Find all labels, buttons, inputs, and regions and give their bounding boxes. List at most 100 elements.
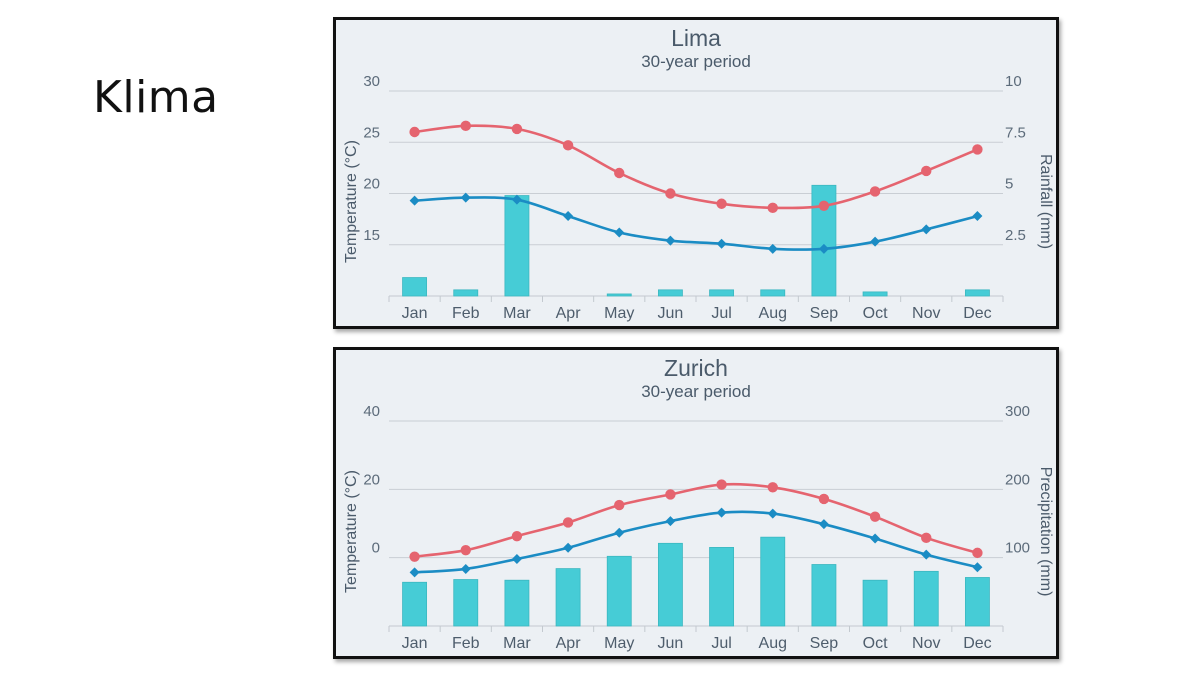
zurich-rainfall-bar [657, 542, 683, 627]
zurich-month-label: Apr [556, 635, 582, 652]
lima-rainfall-bar [606, 293, 632, 297]
zurich-rainfall-bar [555, 568, 581, 627]
zurich-high-temp-line [414, 482, 978, 558]
zurich-low-temp-line [414, 510, 978, 574]
zurich-rainfall-bar [453, 579, 479, 627]
lima-chart-subtitle: 30-year period [641, 52, 751, 71]
lima-high-temp-point [767, 202, 778, 214]
zurich-right-tick-label: 100 [1005, 540, 1030, 557]
zurich-rainfall-bar [913, 570, 939, 627]
lima-month-label: Jun [658, 305, 684, 322]
lima-high-temp-point [409, 126, 420, 138]
lima-low-temp-point [767, 243, 778, 254]
lima-high-temp-point [716, 198, 727, 209]
zurich-chart-title: Zurich [664, 355, 728, 381]
zurich-rainfall-bar [606, 555, 632, 627]
zurich-high-temp-point [972, 547, 983, 559]
zurich-high-temp-point [869, 511, 881, 522]
lima-month-label: Dec [963, 305, 991, 322]
lima-low-temp-point [972, 211, 983, 222]
lima-high-temp-line [414, 124, 978, 210]
lima-low-temp-point [716, 238, 727, 249]
zurich-low-temp-point [511, 554, 522, 565]
lima-rainfall-bar [862, 291, 888, 297]
lima-climate-chart: Lima 30-year period 15 20 25 30 2.5 5 7.5 10 Jan Fe… [333, 17, 1059, 329]
zurich-chart-subtitle: 30-year period [641, 382, 751, 401]
lima-month-label: Jul [711, 305, 731, 322]
zurich-month-label: Jul [711, 635, 731, 652]
zurich-low-temp-point [716, 507, 727, 518]
lima-month-label: Nov [912, 305, 940, 322]
lima-month-label: Jan [402, 305, 428, 322]
lima-chart-title: Lima [671, 25, 721, 51]
lima-low-temp-point [511, 194, 522, 205]
zurich-month-label: Sep [810, 635, 839, 652]
zurich-right-axis-title: Precipitation (mm) [1037, 467, 1054, 597]
lima-month-label: Sep [810, 305, 839, 322]
zurich-left-tick-label: 20 [363, 471, 380, 488]
lima-month-label: May [604, 305, 634, 322]
zurich-low-temp-point [972, 562, 983, 573]
lima-low-temp-point [460, 192, 471, 203]
zurich-high-temp-point [716, 479, 727, 490]
zurich-low-temp-point [614, 527, 625, 538]
zurich-month-label: Mar [503, 635, 531, 652]
slide-title: Klima [93, 72, 219, 123]
zurich-rainfall-bar [402, 581, 428, 627]
zurich-rainfall-bar [760, 536, 786, 627]
lima-right-tick-label: 2.5 [1005, 227, 1026, 244]
lima-low-temp-point [870, 236, 881, 247]
zurich-low-temp-point [767, 508, 778, 519]
zurich-high-temp-point [409, 551, 420, 562]
lima-rainfall-bar [709, 289, 735, 297]
lima-left-tick-label: 25 [363, 124, 380, 141]
lima-low-temp-point [665, 235, 676, 246]
lima-rainfall-bar [760, 289, 786, 297]
zurich-rainfall-bar [811, 564, 837, 627]
lima-low-temp-point [818, 243, 829, 254]
zurich-high-temp-point [665, 489, 676, 500]
zurich-rainfall-bar [862, 579, 888, 627]
lima-low-temp-point [921, 224, 932, 235]
zurich-high-temp-point [818, 493, 830, 505]
lima-high-temp-point [921, 165, 932, 177]
lima-month-label: Feb [452, 305, 480, 322]
zurich-month-label: Dec [963, 635, 991, 652]
zurich-right-tick-label: 300 [1005, 403, 1030, 420]
lima-rainfall-bar [657, 289, 683, 297]
lima-low-temp-line [414, 196, 978, 251]
zurich-month-label: Jun [658, 635, 684, 652]
zurich-high-temp-point [921, 532, 932, 544]
zurich-low-temp-point [665, 516, 676, 527]
zurich-month-label: Aug [759, 635, 787, 652]
lima-high-temp-point [562, 140, 574, 151]
zurich-low-temp-point [409, 567, 420, 578]
lima-left-tick-label: 30 [363, 73, 380, 90]
zurich-low-temp-point [563, 542, 574, 553]
lima-right-tick-label: 5 [1005, 176, 1013, 193]
lima-low-temp-point [409, 195, 420, 206]
lima-month-label: Apr [556, 305, 582, 322]
zurich-left-axis-title: Temperature (°C) [343, 470, 360, 593]
lima-high-temp-point [869, 186, 881, 197]
zurich-high-temp-point [614, 499, 625, 511]
lima-high-temp-point [665, 188, 676, 199]
zurich-low-temp-point [921, 549, 932, 560]
zurich-low-temp-point [460, 563, 471, 574]
zurich-low-temp-point [870, 533, 881, 544]
lima-high-temp-point [460, 120, 471, 132]
zurich-high-temp-point [562, 517, 574, 528]
zurich-climate-chart: Zurich 30-year period 0 20 40 100 200 300 Jan Feb… [333, 347, 1059, 659]
zurich-month-label: Oct [863, 635, 888, 652]
lima-low-temp-point [614, 227, 625, 238]
lima-high-temp-point [818, 200, 830, 211]
zurich-high-temp-point [460, 544, 471, 556]
lima-rainfall-bar [402, 277, 428, 297]
zurich-high-temp-point [511, 530, 523, 542]
zurich-high-temp-point [767, 482, 778, 493]
lima-left-axis-title: Temperature (°C) [343, 140, 360, 263]
lima-rainfall-bar [504, 195, 530, 297]
zurich-month-label: Feb [452, 635, 480, 652]
lima-high-temp-point [972, 144, 983, 155]
